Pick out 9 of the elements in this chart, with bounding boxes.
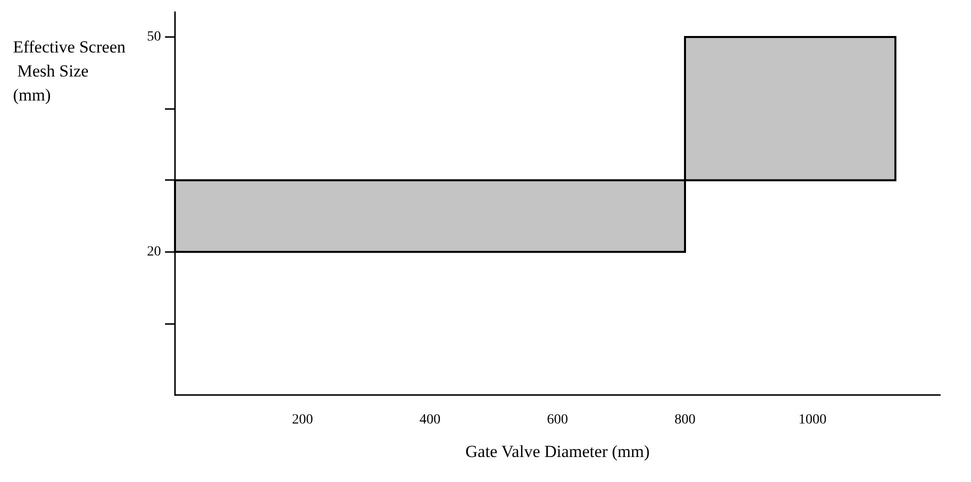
x-tick-label: 600 xyxy=(547,412,568,428)
y-tick-label: 50 xyxy=(147,30,161,45)
x-axis-title: Gate Valve Diameter (mm) xyxy=(465,442,650,461)
x-tick-label: 200 xyxy=(292,412,313,428)
x-tick-label: 800 xyxy=(674,412,696,428)
x-tick-label: 400 xyxy=(420,412,440,428)
y-axis-title: Effective Screen Mesh Size (mm) xyxy=(13,38,126,104)
y-tick-label: 20 xyxy=(147,244,161,260)
x-tick-label: 1000 xyxy=(798,412,826,428)
